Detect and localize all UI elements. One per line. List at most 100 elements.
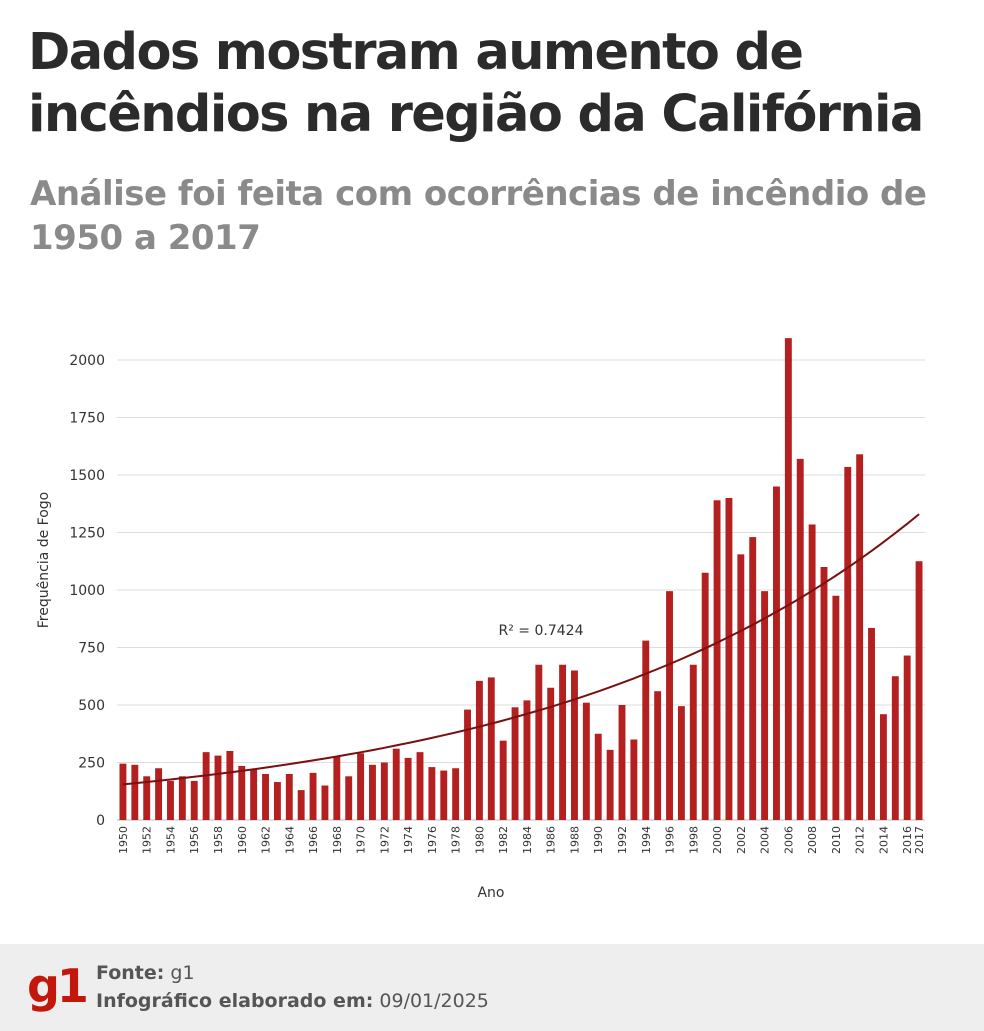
date-label: Infográfico elaborado em:: [96, 990, 374, 1012]
y-tick-label: 750: [78, 641, 105, 657]
y-tick-label: 2000: [69, 353, 105, 369]
bar-1990: [594, 733, 602, 820]
x-tick-label: 2010: [830, 826, 843, 854]
x-tick-label: 1978: [450, 826, 463, 854]
bar-1958: [214, 755, 222, 820]
bar-2011: [844, 466, 852, 820]
bar-1963: [273, 782, 281, 820]
bar-2016: [903, 655, 911, 820]
bar-1985: [535, 664, 543, 820]
bar-1987: [559, 664, 567, 820]
bar-1995: [654, 691, 662, 820]
bar-1954: [167, 780, 174, 820]
bar-1984: [523, 700, 531, 820]
bar-2013: [868, 627, 875, 820]
bar-1965: [297, 790, 305, 820]
x-tick-label: 1956: [188, 826, 201, 854]
bar-2008: [808, 524, 816, 820]
bar-1970: [357, 753, 365, 820]
bar-1951: [131, 764, 139, 820]
bar-1988: [571, 670, 578, 820]
bar-1973: [392, 748, 400, 820]
bar-1953: [155, 768, 163, 820]
date-value: 09/01/2025: [379, 990, 489, 1012]
y-tick-label: 250: [78, 756, 105, 772]
x-tick-label: 1998: [687, 826, 700, 854]
bar-2012: [856, 454, 864, 820]
footer: g1 Fonte: g1 Infográfico elaborado em: 0…: [0, 944, 984, 1031]
y-tick-label: 1750: [69, 411, 105, 427]
bar-1968: [333, 756, 341, 820]
bar-2005: [773, 486, 780, 820]
x-tick-label: 1958: [212, 826, 225, 854]
x-tick-label: 1962: [260, 826, 273, 854]
bar-1957: [202, 752, 210, 820]
y-tick-label: 0: [96, 813, 105, 829]
bar-1977: [440, 770, 448, 820]
bar-2004: [761, 591, 769, 820]
y-tick-label: 1250: [69, 526, 105, 542]
bar-chart: 0 250 500 750 1000 1250 1500 1750 2000 1950 1952 1…: [36, 338, 926, 901]
bar-1975: [416, 752, 424, 820]
x-tick-label: 1996: [664, 826, 677, 854]
x-tick-label: 1954: [164, 826, 177, 854]
bar-1980: [475, 680, 483, 820]
source-line: Fonte: g1: [96, 960, 195, 986]
bar-1967: [321, 785, 329, 820]
x-tick-label: 2014: [877, 826, 890, 854]
bar-1955: [178, 776, 186, 820]
bar-1960: [238, 765, 246, 820]
bar-2015: [891, 676, 899, 820]
bar-1974: [404, 757, 412, 820]
source-value: g1: [170, 962, 195, 984]
bar-1998: [689, 664, 697, 820]
bar-1969: [345, 776, 353, 820]
bar-1971: [369, 764, 376, 820]
bar-1994: [642, 640, 650, 820]
bar-1959: [226, 751, 234, 820]
y-tick-label: 1000: [69, 583, 105, 599]
bar-1986: [547, 687, 555, 820]
bar-2010: [832, 595, 840, 820]
chart-title: Dados mostram aumento de incêndios na re…: [28, 23, 924, 144]
bar-1966: [309, 772, 317, 820]
bar-1972: [380, 762, 388, 820]
x-tick-label: 1950: [117, 826, 130, 854]
x-tick-label: 1964: [283, 826, 296, 854]
r-squared-annotation: R² = 0.7424: [499, 623, 584, 639]
x-tick-label: 1974: [402, 826, 415, 854]
bar-1964: [285, 774, 293, 820]
x-tick-label: 1972: [378, 826, 391, 854]
chart-subtitle: Análise foi feita com ocorrências de inc…: [30, 174, 927, 258]
x-tick-label: 1994: [640, 826, 653, 854]
x-tick-label: 1988: [568, 826, 581, 854]
bar-2001: [725, 498, 733, 820]
x-tick-label: 1986: [545, 826, 558, 854]
bar-1962: [262, 774, 269, 820]
x-tick-label: 2012: [854, 826, 867, 854]
x-tick-label: 1976: [426, 826, 439, 854]
x-tick-label: 2008: [806, 826, 819, 854]
x-tick-label: 1980: [473, 826, 486, 854]
bar-2009: [820, 567, 828, 820]
x-tick-label: 1992: [616, 826, 629, 854]
bar-2000: [713, 500, 721, 820]
y-tick-label: 1500: [69, 468, 105, 484]
bar-1961: [250, 769, 258, 820]
x-tick-label: 2002: [735, 826, 748, 854]
bar-2002: [737, 554, 745, 820]
x-axis-label: Ano: [477, 885, 504, 901]
bar-1981: [487, 677, 495, 820]
x-tick-label: 1952: [141, 826, 154, 854]
bar-1991: [606, 749, 614, 820]
bar-1992: [618, 705, 626, 820]
bar-1989: [582, 702, 590, 820]
x-tick-label: 2006: [782, 826, 795, 854]
bar-1952: [143, 776, 151, 820]
bar-1997: [677, 706, 685, 820]
date-line: Infográfico elaborado em: 09/01/2025: [96, 988, 489, 1014]
x-tick-label: 1990: [592, 826, 605, 854]
g1-logo: g1: [27, 959, 89, 1013]
x-tick-label: 1960: [236, 826, 249, 854]
bar-2006: [784, 338, 792, 820]
